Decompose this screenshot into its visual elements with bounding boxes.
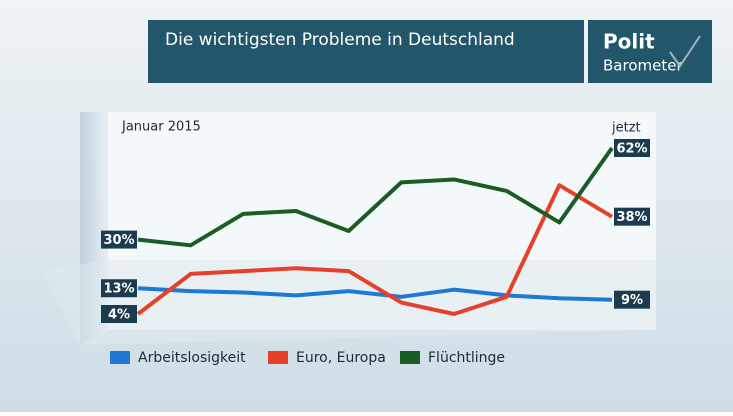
- line: [136, 183, 614, 316]
- line: [137, 146, 614, 248]
- title-bar: [148, 20, 584, 83]
- value-label: 4%: [108, 308, 130, 323]
- logo-text: Polit: [603, 30, 655, 54]
- value-label-box: [614, 139, 650, 157]
- logo-check: [669, 35, 701, 68]
- start-label: Januar 2015: [121, 120, 201, 135]
- chart-title: Die wichtigsten Probleme in Deutschland: [165, 30, 515, 50]
- logo-text: Barometer: [603, 57, 683, 75]
- panel-floor: [40, 260, 656, 345]
- value-label: 13%: [103, 282, 134, 297]
- plot: 13% 9% 4% 38% 30% 62%: [101, 139, 650, 323]
- legend-swatch: [110, 351, 130, 364]
- legend: Arbeitslosigkeit Euro, Europa Flüchtlinge: [110, 350, 505, 366]
- value-label-box: [101, 279, 137, 298]
- value-label-box: [101, 305, 137, 323]
- value-label: 30%: [103, 233, 134, 248]
- legend-label: Flüchtlinge: [428, 350, 505, 366]
- value-label-box: [614, 207, 650, 226]
- value-label-box: [101, 230, 137, 249]
- legend-swatch: [268, 351, 288, 364]
- line: [137, 286, 613, 302]
- value-label: 62%: [616, 142, 647, 157]
- legend-label: Euro, Europa: [296, 350, 386, 366]
- logo-box: [588, 20, 712, 83]
- legend-label: Arbeitslosigkeit: [138, 350, 246, 366]
- legend-swatch: [400, 351, 420, 364]
- value-label: 9%: [621, 293, 643, 308]
- value-label: 38%: [616, 210, 647, 225]
- value-label-box: [614, 290, 650, 309]
- end-label: jetzt: [611, 121, 641, 136]
